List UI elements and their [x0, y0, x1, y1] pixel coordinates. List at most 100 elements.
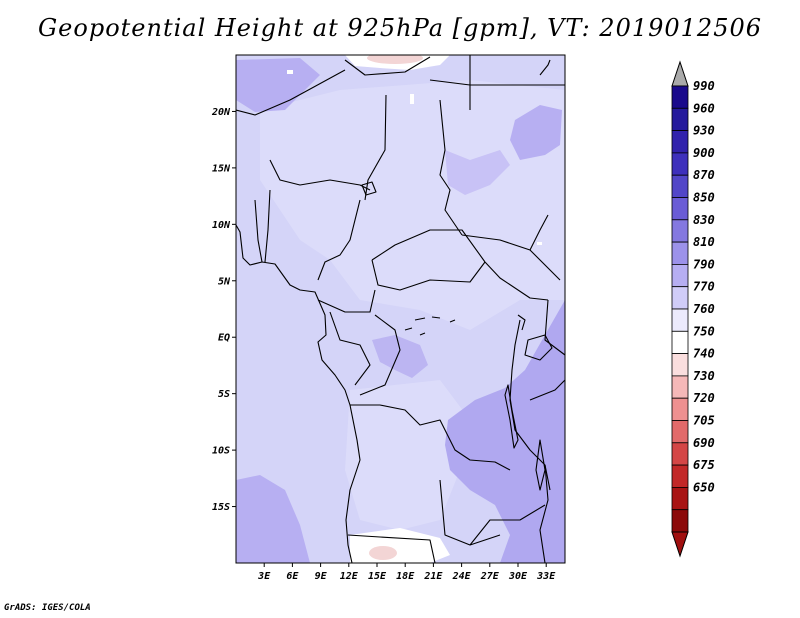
- colorbar-level-label: 750: [693, 324, 715, 338]
- border-angola-zambia: [439, 479, 501, 546]
- lake-chad: [361, 181, 377, 196]
- border-niger-south: [269, 159, 371, 191]
- grads-credit: GrADS: IGES/COLA: [4, 603, 91, 613]
- colorbar-level-label: 705: [693, 414, 715, 428]
- colorbar-level-label: 960: [693, 101, 715, 115]
- colorbar-level-label: 690: [693, 436, 715, 450]
- border-ethiopia: [529, 214, 549, 251]
- lon-tick-label: 12E: [340, 571, 359, 582]
- river-segment-2: [404, 327, 426, 336]
- colorbar-top-arrow: [671, 60, 689, 87]
- lake-albert: [517, 314, 526, 331]
- lon-tick-label: 18E: [396, 571, 415, 582]
- colorbar-level-label: 830: [693, 213, 715, 227]
- colorbar-level-label: 730: [693, 369, 715, 383]
- lon-tick-label: 15E: [368, 571, 387, 582]
- colorbar-swatch: [671, 263, 689, 288]
- colorbar-level-label: 770: [693, 280, 715, 294]
- lon-tick-label: 9E: [315, 571, 328, 582]
- colorbar-level-label: 650: [693, 480, 715, 494]
- lon-tick-label: 24E: [452, 571, 472, 582]
- border-gabon: [329, 311, 371, 386]
- border-mali-niger: [236, 69, 346, 116]
- colorbar-level-label: 740: [693, 347, 715, 361]
- colorbar-level-label: 900: [693, 146, 715, 160]
- lat-tick-label: 5S: [218, 389, 230, 400]
- field-band-light-south: [345, 380, 470, 530]
- border-car-south: [371, 259, 486, 291]
- lon-tick-label: 30E: [508, 571, 528, 582]
- border-sudan-north: [429, 79, 565, 86]
- colorbar-swatch: [671, 442, 689, 466]
- colorbar-swatch: [671, 219, 689, 243]
- colorbar-level-label: 870: [693, 168, 715, 182]
- border-niger-chad: [364, 94, 387, 201]
- colorbar-swatch: [671, 486, 689, 511]
- colorbar-swatch: [671, 420, 689, 444]
- colorbar-swatch: [671, 397, 689, 421]
- field-patch-ne: [510, 105, 562, 160]
- field-gap-speck-1: [410, 94, 414, 104]
- field-patch-sudan: [445, 150, 510, 195]
- lon-tick-label: 33E: [536, 571, 556, 582]
- colorbar-swatch: [671, 85, 689, 109]
- field-gap-speck-2: [287, 70, 293, 74]
- colorbar-level-label: 720: [693, 391, 715, 405]
- lat-tick-label: EQ: [218, 333, 230, 344]
- red-sea-coast: [539, 59, 551, 76]
- lat-tick-label: 5N: [218, 276, 231, 287]
- colorbar-swatch: [671, 286, 689, 310]
- lake-victoria: [524, 334, 553, 361]
- border-cameroon-south: [317, 289, 376, 313]
- colorbar-swatch: [671, 330, 689, 354]
- map-title: Geopotential Height at 925hPa [gpm], VT:…: [38, 14, 762, 42]
- plot-frame: [235, 54, 566, 564]
- lake-malawi: [535, 439, 546, 491]
- field-low-south: [369, 546, 397, 560]
- field-patch-nw: [236, 58, 320, 112]
- colorbar-level-label: 990: [693, 79, 715, 93]
- border-libya-south: [344, 56, 431, 76]
- border-angola-namibia: [347, 534, 436, 563]
- colorbar-level-label: 930: [693, 124, 715, 138]
- colorbar-swatch: [671, 152, 689, 176]
- latitude-axis: 20N 15N 10N 5N EQ 5S 10S 15S: [211, 107, 236, 513]
- colorbar-swatch: [671, 197, 689, 221]
- geopotential-field: [236, 55, 565, 563]
- border-kenya: [544, 299, 565, 356]
- border-nigeria-west: [264, 189, 271, 263]
- field-patch-congo: [372, 335, 428, 378]
- colorbar-level-label: 790: [693, 257, 715, 271]
- border-malawi: [539, 464, 549, 563]
- lat-tick-label: 20N: [211, 107, 231, 118]
- border-congo-drc: [359, 314, 401, 396]
- colorbar-swatch: [671, 241, 689, 265]
- border-drc-south: [350, 404, 511, 471]
- field-patch-southwest: [236, 475, 310, 563]
- colorbar-swatch: [671, 464, 689, 488]
- field-gap-speck-3: [537, 242, 542, 245]
- field-band-light: [260, 80, 565, 330]
- colorbar-swatch: [671, 130, 689, 154]
- colorbar-swatch: [671, 375, 689, 399]
- colorbar-level-label: 675: [693, 458, 715, 472]
- coastline-west: [236, 224, 361, 563]
- country-borders: [236, 55, 565, 563]
- border-sudan-south: [461, 234, 561, 281]
- colorbar-swatch: [671, 353, 689, 377]
- border-zambia-zimbabwe: [469, 504, 546, 546]
- lon-tick-label: 6E: [286, 571, 299, 582]
- field-low-north: [367, 55, 423, 64]
- lake-tanganyika: [504, 384, 519, 449]
- lon-tick-label: 21E: [423, 571, 443, 582]
- field-patch-east-africa: [445, 300, 565, 563]
- lat-tick-label: 10S: [212, 446, 230, 457]
- lon-tick-label: 3E: [257, 571, 271, 582]
- lat-tick-label: 15S: [212, 502, 230, 513]
- colorbar-level-label: 850: [693, 191, 715, 205]
- lat-tick-label: 15N: [212, 163, 231, 174]
- colorbar-level-label: 810: [693, 235, 715, 249]
- river-segment-1: [414, 316, 456, 323]
- colorbar-swatch: [671, 308, 689, 332]
